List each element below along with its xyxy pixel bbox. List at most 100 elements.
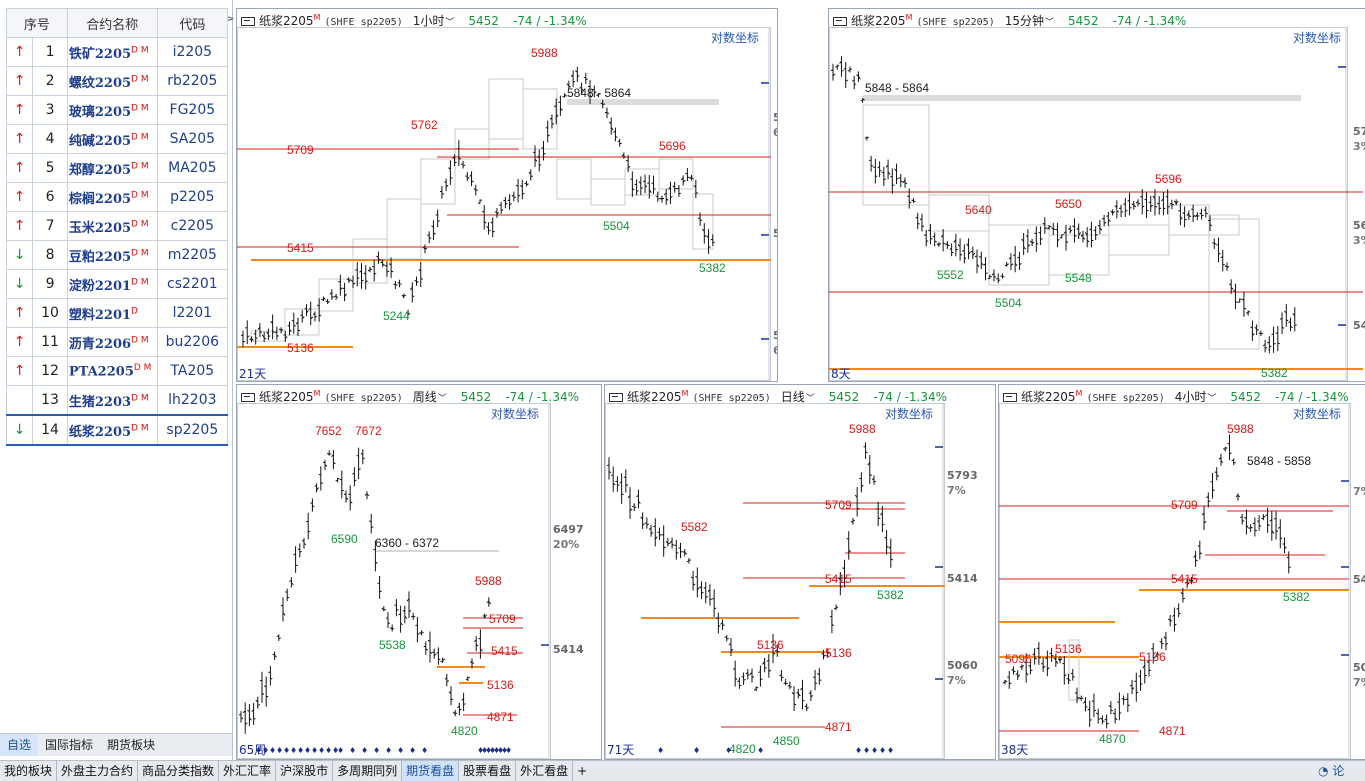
ohlc-open-tick (784, 683, 786, 684)
contract-name: 豆粕2205D M (67, 241, 157, 270)
header-index[interactable]: 序号 (7, 9, 68, 38)
ohlc-close-tick (744, 680, 746, 681)
ohlc-close-tick (1206, 213, 1208, 214)
ohlc-close-tick (1183, 598, 1185, 599)
price-label: 5096 (1005, 652, 1032, 666)
bottom-tab-4[interactable]: 沪深股市 (276, 761, 333, 781)
trend-arrow-icon: ↑ (7, 38, 33, 67)
subtab-1[interactable]: 国际指标 (38, 734, 100, 756)
contract-code: TA205 (157, 357, 227, 386)
bottom-tab-0[interactable]: 我的板块 (0, 761, 57, 781)
candlestick-chart: 5988558257095415538251365136487148504820… (605, 385, 995, 759)
contract-name-text: 玉米2205 (69, 221, 131, 236)
ohlc-open-tick (474, 189, 476, 190)
ohlc-close-tick (501, 210, 503, 211)
bottom-tab-8[interactable]: 外汇看盘 (516, 761, 573, 781)
ohlc-close-tick (926, 241, 928, 242)
ohlc-open-tick (1140, 196, 1142, 197)
candlestick-chart: 5988570954155382509651365136487048715848… (999, 385, 1365, 759)
price-label: 5582 (681, 520, 708, 534)
chart-panel-daily[interactable]: 纸浆2205M(SHFE sp2205)日线5452-74 / -1.34% 对… (604, 384, 996, 760)
bottom-tab-3[interactable]: 外汇汇率 (219, 761, 276, 781)
contract-name-text: 棕榈2205 (69, 192, 131, 207)
ohlc-close-tick (1229, 453, 1231, 454)
ohlc-open-tick (767, 661, 769, 662)
contract-name: 棕榈2205D M (67, 183, 157, 212)
contract-code: c2205 (157, 212, 227, 241)
price-label: 5709 (825, 498, 852, 512)
header-code[interactable]: 代码 (157, 9, 227, 38)
contract-flags: D (131, 306, 138, 316)
price-label: 5382 (1283, 590, 1310, 604)
contract-name: 纯碱2205D M (67, 125, 157, 154)
event-marker: ♦ (863, 746, 870, 755)
price-label: 4870 (1099, 732, 1126, 746)
bottom-tab-7[interactable]: 股票看盘 (459, 761, 516, 781)
contract-flags: D M (131, 103, 149, 113)
price-label: 5538 (379, 638, 406, 652)
ohlc-open-tick (491, 222, 493, 223)
bottom-tab-2[interactable]: 商品分类指数 (138, 761, 219, 781)
price-label: 5136 (1139, 650, 1166, 664)
chart-panel-15m[interactable]: 纸浆2205M(SHFE sp2205)15分钟5452-74 / -1.34%… (828, 8, 1365, 382)
ohlc-close-tick (273, 332, 275, 333)
ohlc-open-tick (620, 482, 622, 483)
ohlc-close-tick (1146, 210, 1148, 211)
ohlc-open-tick (1144, 199, 1146, 200)
ohlc-open-tick (1246, 313, 1248, 314)
contract-code: bu2206 (157, 328, 227, 357)
ohlc-close-tick (760, 679, 762, 680)
ohlc-close-tick (620, 143, 622, 144)
ohlc-close-tick (1179, 613, 1181, 614)
chart-panel-4h[interactable]: 纸浆2205M(SHFE sp2205)4小时5452-74 / -1.34% … (998, 384, 1365, 760)
bottom-tab-6[interactable]: 期货看盘 (402, 761, 459, 781)
range-box (557, 159, 591, 199)
contract-code: SA205 (157, 125, 227, 154)
axis-label-top: 5783 (773, 111, 778, 124)
price-label: 5709 (489, 612, 516, 626)
ohlc-open-tick (643, 181, 645, 182)
ohlc-open-tick (411, 616, 413, 617)
contract-code: rb2205 (157, 67, 227, 96)
add-tab-button[interactable]: + (573, 761, 591, 781)
header-name[interactable]: 合约名称 (67, 9, 157, 38)
chart-panel-1h[interactable]: 纸浆2205M(SHFE sp2205)1小时5452-74 / -1.34% … (236, 8, 778, 382)
contract-name: 沥青2206D M (67, 328, 157, 357)
ohlc-open-tick (1017, 257, 1019, 258)
subtab-2[interactable]: 期货板块 (100, 734, 162, 756)
ohlc-close-tick (887, 547, 889, 548)
ohlc-close-tick (702, 592, 704, 593)
row-index: 8 (33, 241, 68, 270)
ohlc-open-tick (281, 605, 283, 606)
contract-name: 塑料2201D (67, 299, 157, 328)
ohlc-open-tick (635, 184, 637, 185)
ohlc-close-tick (1121, 212, 1123, 213)
range-label: 5848 - 5864 (567, 86, 631, 100)
contract-name-text: 淀粉2201 (69, 279, 131, 294)
row-index: 14 (33, 415, 68, 445)
chart-panel-weekly[interactable]: 纸浆2205M(SHFE sp2205)周线5452-74 / -1.34% 对… (236, 384, 602, 760)
price-label: 5548 (1065, 271, 1092, 285)
range-box (659, 159, 693, 189)
event-marker: ♦ (657, 746, 664, 755)
contract-flags: D M (131, 248, 149, 258)
subtab-0[interactable]: 自选 (0, 734, 38, 756)
bottom-tab-5[interactable]: 多周期同列 (333, 761, 402, 781)
bottom-tab-1[interactable]: 外盘主力合约 (57, 761, 138, 781)
help-link[interactable]: ◔ 论 (1318, 762, 1344, 779)
